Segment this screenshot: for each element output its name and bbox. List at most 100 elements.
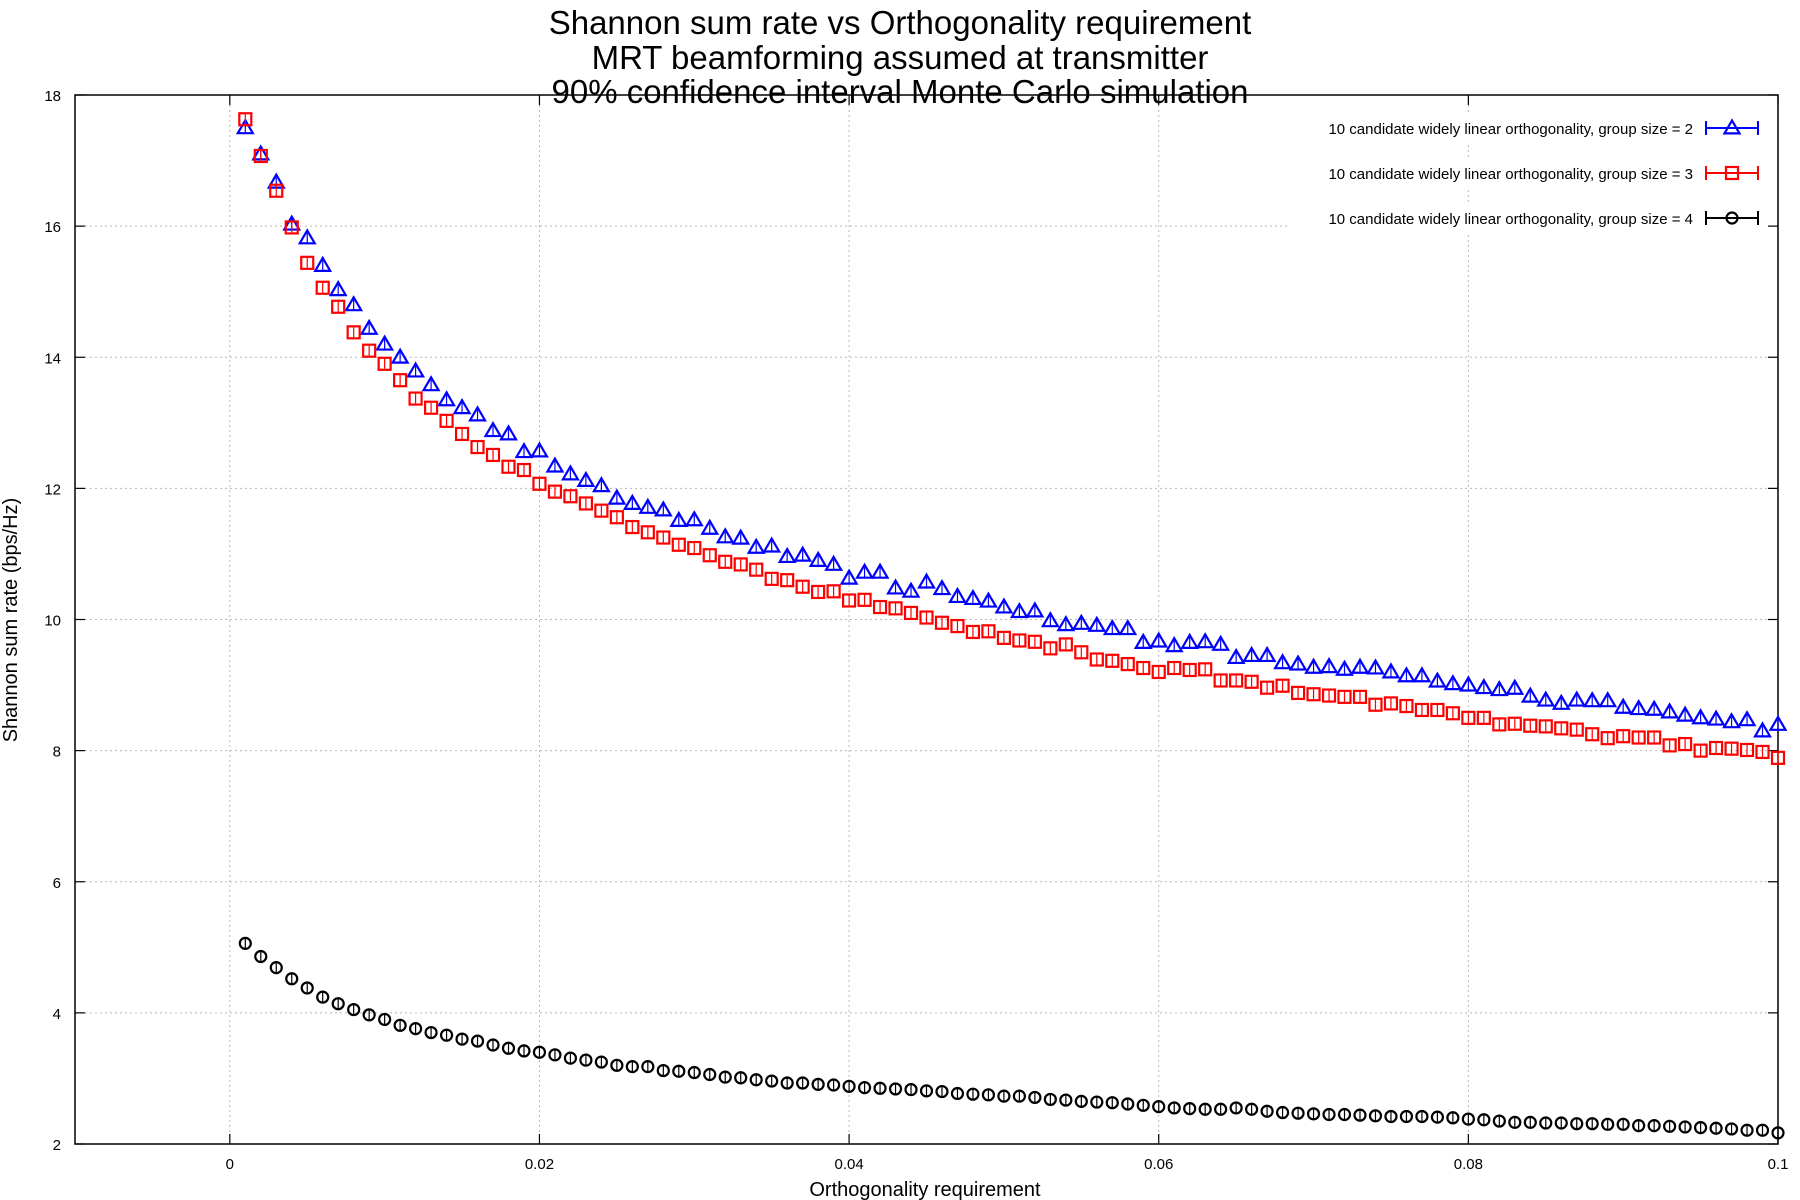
data-point (1505, 678, 1525, 695)
legend-entry-background (1290, 157, 1768, 187)
data-point (1027, 634, 1042, 649)
data-point (1582, 691, 1602, 708)
data-point (300, 981, 314, 995)
data-point (641, 1060, 655, 1074)
data-point (919, 1084, 934, 1098)
data-point (1600, 731, 1615, 746)
data-point (1631, 730, 1646, 745)
data-point (579, 1053, 593, 1067)
data-point (625, 1060, 639, 1074)
data-point (904, 1082, 918, 1097)
data-point (1352, 689, 1368, 704)
data-point (901, 581, 921, 598)
data-point (470, 439, 485, 455)
data-point (1445, 706, 1460, 721)
data-point (470, 1034, 485, 1048)
data-point (762, 536, 782, 553)
data-point (1477, 1113, 1491, 1127)
data-point (313, 255, 333, 272)
data-point (903, 605, 919, 621)
y-tick-label: 4 (53, 1006, 61, 1023)
data-point (486, 1038, 500, 1052)
data-point (1443, 674, 1463, 691)
data-point (1430, 702, 1445, 718)
data-point (362, 1008, 376, 1022)
data-point (702, 548, 717, 563)
data-point (393, 1018, 407, 1032)
data-point (1399, 698, 1414, 714)
data-point (483, 420, 503, 438)
data-point (1629, 698, 1649, 716)
data-point (1353, 1108, 1367, 1122)
data-point (746, 537, 766, 554)
data-point (1507, 716, 1522, 731)
data-point (842, 1079, 856, 1093)
data-point (1195, 632, 1215, 649)
data-point (1028, 1090, 1042, 1105)
data-point (1056, 615, 1076, 632)
legend-label: 10 candidate widely linear orthogonality… (1328, 211, 1693, 228)
data-point (437, 390, 456, 407)
data-point (653, 500, 673, 517)
data-point (841, 593, 857, 608)
data-point (873, 1081, 887, 1095)
data-point (1722, 712, 1741, 729)
data-point (1259, 680, 1275, 695)
data-point (1508, 1115, 1522, 1129)
data-point (1009, 601, 1029, 619)
data-point (777, 546, 797, 564)
data-point (561, 464, 580, 481)
y-tick-label: 6 (53, 875, 61, 892)
data-point (1273, 653, 1292, 670)
data-point (1538, 719, 1553, 734)
data-point (857, 592, 872, 607)
data-point (1520, 686, 1540, 703)
data-point (963, 588, 983, 606)
data-point (578, 496, 594, 511)
data-point (1071, 613, 1091, 630)
data-point (622, 493, 642, 510)
data-point (1768, 714, 1788, 731)
data-point (1399, 1109, 1414, 1124)
data-point (1321, 688, 1337, 703)
data-point (733, 557, 748, 572)
data-point (563, 1051, 578, 1065)
data-point (1257, 645, 1277, 663)
data-point (1198, 1102, 1212, 1116)
data-point (656, 1063, 670, 1078)
data-point (795, 579, 810, 594)
data-point (1458, 675, 1478, 692)
data-point (1102, 618, 1122, 636)
data-point (1476, 710, 1491, 725)
data-point (1244, 674, 1259, 689)
y-tick-label: 10 (44, 613, 61, 630)
data-point (530, 441, 549, 458)
data-point (1662, 738, 1677, 753)
x-tick-label: 0.08 (1454, 1156, 1483, 1173)
data-point (1644, 699, 1664, 716)
data-point (1229, 1101, 1243, 1115)
data-point (625, 519, 640, 535)
data-point (731, 528, 751, 545)
data-point (734, 1071, 748, 1085)
data-point (855, 562, 874, 579)
data-point (393, 373, 408, 388)
data-point (1120, 656, 1135, 672)
data-point (532, 1045, 547, 1059)
data-point (934, 615, 950, 630)
data-point (687, 540, 702, 556)
data-point (796, 1076, 810, 1090)
y-axis-label: Shannon sum rate (bps/Hz) (0, 498, 22, 743)
data-point (1737, 710, 1757, 727)
data-point (917, 572, 936, 589)
data-point (857, 1081, 872, 1095)
data-point (1152, 1100, 1166, 1114)
data-point (517, 1044, 531, 1058)
data-point (826, 584, 841, 599)
data-point (808, 550, 828, 567)
data-point (1322, 1107, 1336, 1122)
data-point (1570, 1117, 1584, 1131)
data-point (718, 1070, 732, 1084)
data-point (1245, 1102, 1259, 1116)
data-point (455, 1032, 469, 1046)
